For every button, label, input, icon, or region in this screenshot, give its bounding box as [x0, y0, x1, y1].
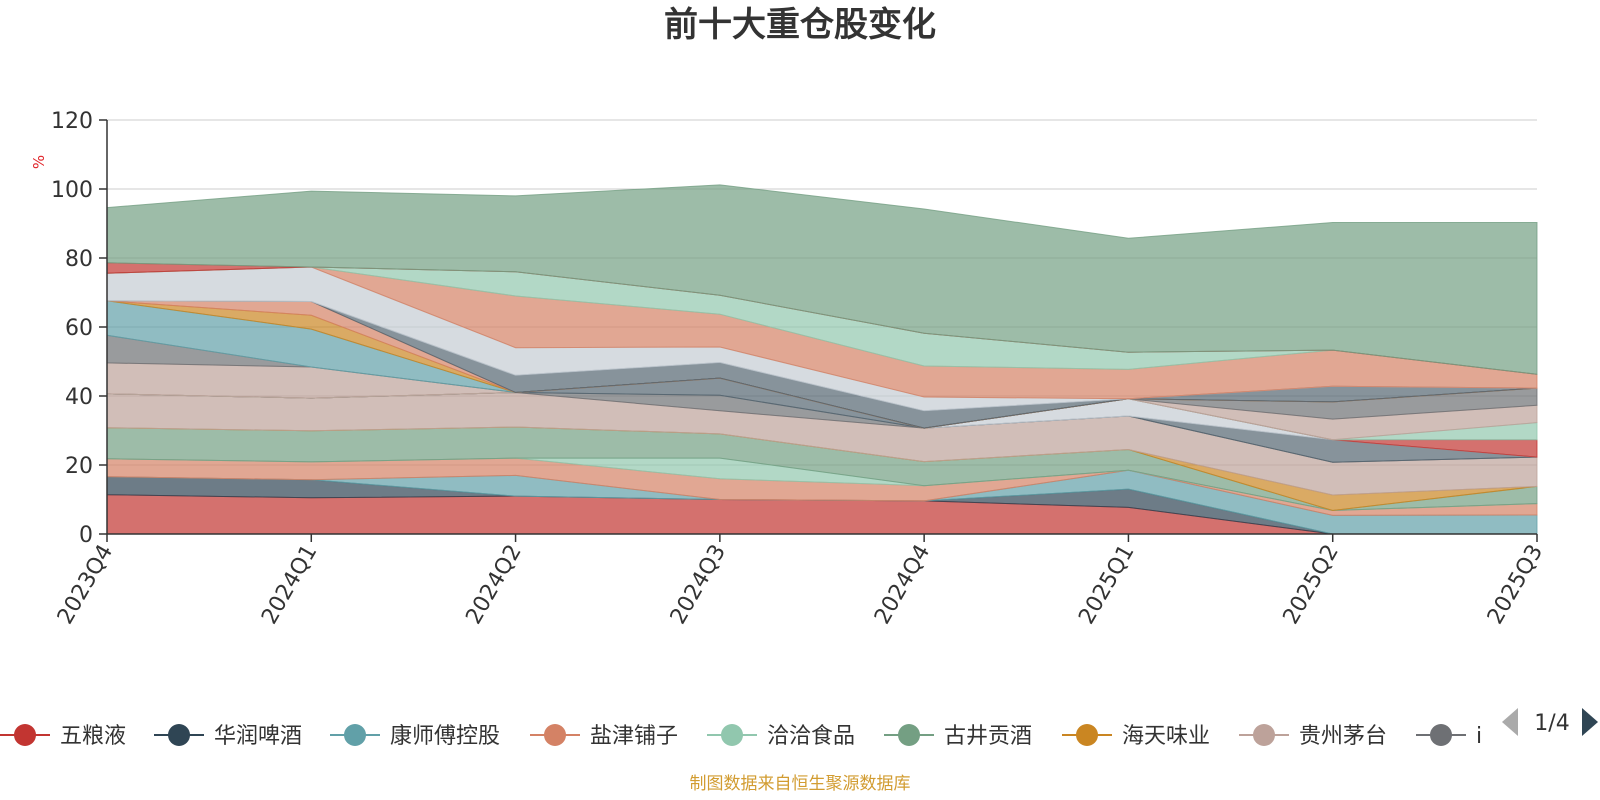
- x-axis-ticks: 2023Q4 2024Q1 2024Q2 2024Q3 2024Q4 2025Q1 2025…: [53, 534, 1548, 629]
- legend-marker-icon: [168, 724, 190, 746]
- legend-pager: 1/4: [1502, 708, 1598, 736]
- legend-label: 海天味业: [1122, 724, 1210, 749]
- legend-item[interactable]: i: [1416, 724, 1482, 749]
- legend-label: 盐津铺子: [590, 724, 678, 749]
- y-axis-ticks: 0 20 40 60 80 100 120: [51, 109, 107, 548]
- legend-prev-page-icon[interactable]: [1502, 708, 1518, 736]
- y-tick-label: 40: [65, 385, 93, 410]
- x-tick-label: 2025Q3: [1483, 541, 1548, 629]
- x-tick-label: 2025Q1: [1074, 541, 1139, 629]
- y-tick-label: 120: [51, 109, 93, 134]
- y-tick-label: 0: [79, 523, 93, 548]
- chart-title: 前十大重仓股变化: [664, 5, 936, 45]
- y-tick-label: 20: [65, 454, 93, 479]
- legend-label: 康师傅控股: [390, 724, 500, 749]
- legend-marker-icon: [544, 724, 566, 746]
- x-tick-label: 2024Q4: [870, 541, 935, 629]
- legend-label: 华润啤酒: [214, 724, 302, 749]
- legend-marker-icon: [721, 724, 743, 746]
- legend-next-page-icon[interactable]: [1582, 708, 1598, 736]
- legend-item[interactable]: 海天味业: [1062, 724, 1210, 749]
- legend-item[interactable]: 盐津铺子: [530, 724, 678, 749]
- legend-item[interactable]: 贵州茅台: [1239, 724, 1387, 749]
- x-tick-label: 2024Q1: [257, 541, 322, 629]
- legend-label: 洽洽食品: [767, 724, 855, 749]
- legend-item[interactable]: 华润啤酒: [154, 724, 302, 749]
- legend-marker-icon: [14, 724, 36, 746]
- legend-item[interactable]: 洽洽食品: [707, 724, 855, 749]
- x-tick-label: 2024Q3: [666, 541, 731, 629]
- data-source-note: 制图数据来自恒生聚源数据库: [690, 774, 911, 794]
- legend-marker-icon: [898, 724, 920, 746]
- y-tick-label: 60: [65, 316, 93, 341]
- legend-item[interactable]: 古井贡酒: [884, 724, 1032, 749]
- legend-page-indicator: 1/4: [1534, 711, 1569, 736]
- legend-label: 古井贡酒: [944, 724, 1032, 749]
- legend-label: i: [1476, 724, 1482, 749]
- legend-marker-icon: [1253, 724, 1275, 746]
- y-tick-label: 80: [65, 247, 93, 272]
- x-tick-label: 2025Q2: [1279, 541, 1344, 629]
- legend-label: 五粮液: [60, 724, 126, 749]
- legend-marker-icon: [1430, 724, 1452, 746]
- y-tick-label: 100: [51, 178, 93, 203]
- area-series: [106, 184, 1538, 535]
- x-tick-label: 2024Q2: [461, 541, 526, 629]
- area-series-23: [106, 184, 1538, 375]
- legend-marker-icon: [344, 724, 366, 746]
- legend-marker-icon: [1076, 724, 1098, 746]
- legend-label: 贵州茅台: [1299, 724, 1387, 749]
- legend: 五粮液 华润啤酒 康师傅控股 盐津铺子 洽洽食品 古井贡酒 海天味业 贵州茅台 i: [0, 724, 1482, 749]
- y-axis-unit: %: [30, 155, 48, 169]
- legend-item[interactable]: 五粮液: [0, 724, 126, 749]
- x-tick-label: 2023Q4: [53, 541, 118, 629]
- legend-item[interactable]: 康师傅控股: [330, 724, 500, 749]
